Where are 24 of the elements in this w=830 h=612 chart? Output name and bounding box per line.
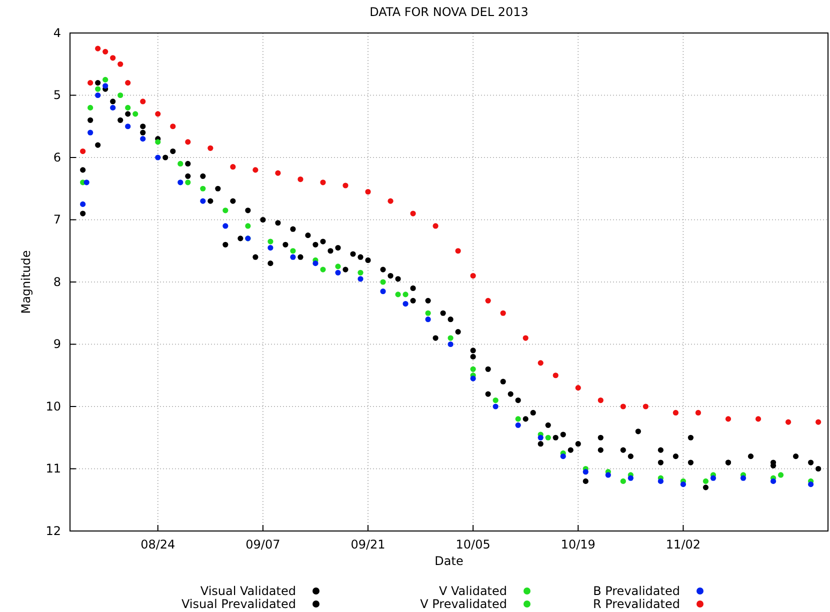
y-tick-label: 8 — [53, 274, 61, 289]
y-tick-label: 12 — [46, 524, 61, 538]
y-tick-label: 11 — [46, 462, 61, 476]
legend-label: R Prevalidated — [592, 597, 680, 611]
chart-title: DATA FOR NOVA DEL 2013 — [370, 5, 528, 19]
x-tick-label: 10/05 — [456, 538, 490, 552]
x-tick-label: 11/02 — [666, 538, 701, 552]
legend-label: Visual Prevalidated — [181, 597, 296, 611]
y-tick-label: 9 — [53, 337, 61, 352]
y-tick-label: 6 — [53, 150, 61, 164]
legend-label: B Prevalidated — [593, 584, 680, 598]
x-tick-label: 09/07 — [246, 538, 280, 552]
legend-label: V Validated — [439, 584, 507, 598]
y-tick-label: 10 — [46, 399, 61, 414]
y-tick-label: 5 — [53, 88, 61, 102]
legend-label: Visual Validated — [200, 584, 296, 598]
y-axis-title: Magnitude — [19, 250, 33, 314]
y-tick-label: 4 — [53, 26, 61, 40]
x-tick-label: 10/19 — [560, 538, 596, 552]
x-tick-label: 09/21 — [350, 538, 386, 552]
x-tick-label: 08/24 — [140, 538, 176, 552]
y-tick-label: 7 — [53, 212, 61, 227]
x-axis-title: Date — [434, 554, 464, 568]
legend-label: V Prevalidated — [420, 597, 507, 611]
